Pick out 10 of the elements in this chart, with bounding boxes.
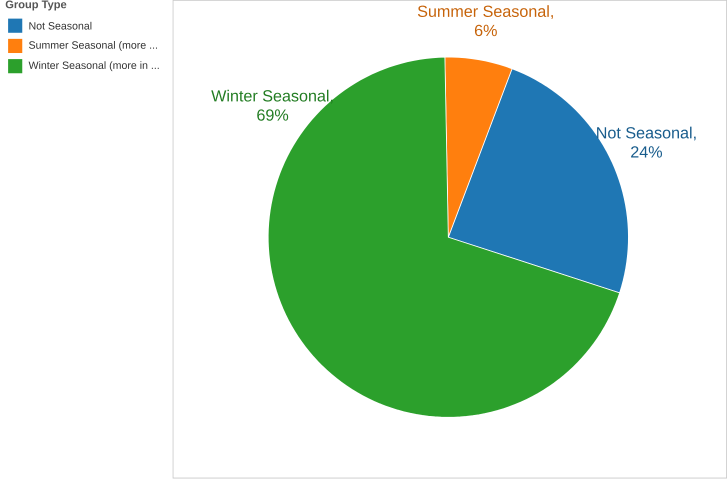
data-label: 69% xyxy=(257,109,288,121)
data-label: 6% xyxy=(474,24,497,36)
text: Summer Seasonal, xyxy=(418,5,553,19)
legend-label: Not Seasonal xyxy=(29,22,92,30)
data-label: 24% xyxy=(631,146,662,158)
legend-label: Summer Seasonal (more ... xyxy=(29,40,157,51)
legend-label: Winter Seasonal (more in ... xyxy=(28,61,159,72)
text: Winter Seasonal, xyxy=(211,90,333,104)
text: Not Seasonal, xyxy=(597,126,696,140)
legend-title: Group Type xyxy=(6,0,66,10)
